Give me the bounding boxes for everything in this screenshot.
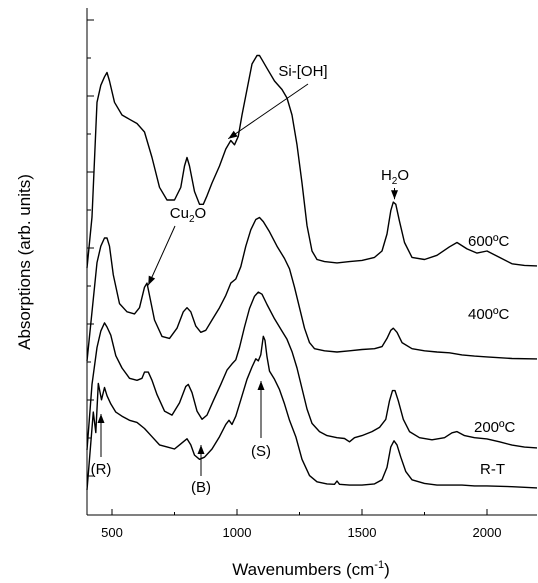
annotation-cu2o: Cu2O bbox=[170, 205, 206, 225]
annotation-h2o-arrowhead bbox=[391, 190, 398, 200]
annotation-s: (S) bbox=[251, 443, 271, 460]
annotation-si-oh-arrowhead bbox=[228, 130, 238, 139]
series-label: 200ºC bbox=[474, 419, 516, 436]
x-axis-title: Wavenumbers (cm-1) bbox=[232, 559, 389, 579]
annotation-b: (B) bbox=[191, 479, 211, 496]
x-tick-label: 500 bbox=[101, 525, 123, 540]
series-lines bbox=[86, 54, 538, 491]
annotation-si-oh: Si-[OH] bbox=[278, 63, 327, 80]
series-line bbox=[86, 216, 538, 362]
annotation-cu2o-arrow bbox=[147, 225, 176, 286]
annotation-si-oh-arrow bbox=[227, 83, 309, 140]
annotation-r-arrowhead bbox=[97, 414, 105, 423]
annotation-h2o: H2O bbox=[381, 167, 409, 187]
series-line bbox=[86, 54, 538, 269]
annotation-cu2o-arrowhead bbox=[148, 275, 156, 286]
series-line bbox=[86, 335, 538, 491]
series-label: R-T bbox=[480, 461, 505, 478]
x-tick-label: 1500 bbox=[348, 525, 377, 540]
series-label: 400ºC bbox=[468, 306, 510, 323]
x-tick-label: 2000 bbox=[473, 525, 502, 540]
series-line bbox=[86, 291, 538, 451]
annotation-s-arrowhead bbox=[257, 381, 265, 390]
y-axis-title: Absorptions (arb. units) bbox=[15, 174, 34, 350]
x-tick-label: 1000 bbox=[223, 525, 252, 540]
annotation-b-arrowhead bbox=[197, 445, 205, 454]
series-label: 600ºC bbox=[468, 233, 510, 250]
x-ticks: 500 1000 1500 2000 bbox=[101, 509, 501, 540]
annotations: Si-[OH] H2O Cu2O (R) (B) (S) bbox=[91, 63, 409, 496]
series-labels: 600ºC 400ºC 200ºC R-T bbox=[468, 233, 516, 478]
annotation-r: (R) bbox=[91, 461, 112, 478]
